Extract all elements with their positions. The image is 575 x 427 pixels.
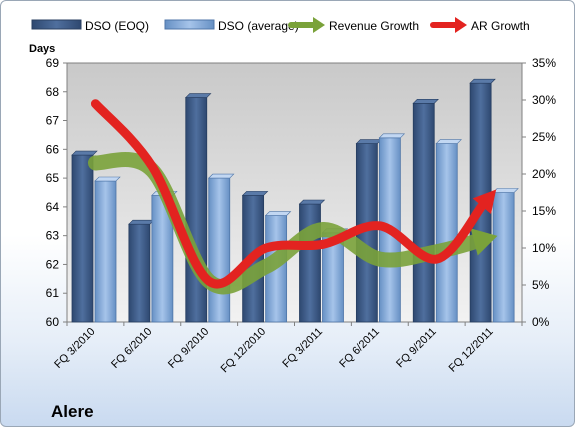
x-tick-label: FQ 6/2011 (337, 326, 382, 371)
bar-dso-eoq (128, 223, 151, 323)
x-axis-ticks: FQ 3/2010 FQ 6/2010 FQ 9/2010 FQ 12/2010 FQ … (52, 322, 523, 376)
left-tick-label: 64 (46, 200, 60, 214)
right-tick-label: 20% (532, 167, 556, 181)
x-tick-label: FQ 6/2010 (109, 326, 154, 371)
left-tick-label: 62 (46, 257, 60, 271)
right-tick-label: 35% (532, 56, 556, 70)
left-tick-label: 67 (46, 114, 60, 128)
bar-top-dso-average (435, 139, 462, 144)
growth-lines (87, 99, 498, 295)
legend-label-dso-average: DSO (average) (218, 19, 299, 33)
left-axis-ticks: 60 61 62 63 64 65 66 67 68 69 (46, 56, 67, 329)
line-ar-growth (90, 99, 487, 289)
left-tick-label: 65 (46, 171, 60, 185)
right-tick-label: 30% (532, 93, 556, 107)
left-axis-title: Days (29, 43, 55, 55)
bar-top-dso-eoq (128, 219, 155, 225)
bar-dso-average (208, 177, 231, 323)
bar-top-dso-eoq (185, 93, 212, 98)
bar-dso-eoq (299, 203, 321, 323)
arrowhead-ar-growth (472, 189, 497, 214)
right-tick-label: 15% (532, 204, 556, 218)
bar-dso-eoq (412, 102, 435, 323)
legend-arrow-ar-growth (430, 17, 467, 33)
x-tick-label: FQ 12/2011 (447, 326, 496, 375)
bar-dso-average (492, 192, 515, 323)
left-tick-label: 63 (46, 229, 60, 243)
bar-top-dso-eoq (469, 78, 496, 84)
x-tick-label: FQ 9/2010 (166, 326, 211, 371)
right-tick-label: 0% (532, 315, 550, 329)
x-tick-label: FQ 3/2010 (52, 326, 97, 371)
left-tick-label: 66 (46, 142, 60, 156)
bar-dso-average (435, 143, 458, 323)
legend-swatch-dso-eoq (31, 19, 82, 30)
right-axis-ticks: 0% 5% 10% 15% 20% 25% 30% 35% (522, 56, 556, 329)
bar-top-dso-eoq (71, 150, 98, 156)
legend-label-revenue-growth: Revenue Growth (329, 19, 419, 33)
bar-top-dso-eoq (412, 98, 439, 104)
bar-top-dso-eoq (355, 139, 383, 144)
right-tick-label: 25% (532, 130, 556, 144)
bar-dso-eoq (185, 97, 208, 323)
company-name: Alere (51, 402, 94, 421)
right-tick-label: 10% (532, 241, 556, 255)
legend: DSO (EOQ) DSO (average) Revenue Growth A… (31, 17, 530, 33)
legend-label-ar-growth: AR Growth (471, 19, 530, 33)
x-tick-label: FQ 9/2011 (394, 326, 439, 371)
bar-top-dso-average (94, 176, 121, 182)
arrowhead-revenue-growth (470, 228, 498, 256)
left-tick-label: 69 (46, 56, 60, 70)
legend-swatch-dso-average (164, 19, 215, 30)
bar-top-dso-eoq (298, 199, 326, 205)
bar-top-dso-eoq (241, 191, 269, 196)
right-tick-label: 5% (532, 278, 550, 292)
legend-label-dso-eoq: DSO (EOQ) (85, 19, 149, 33)
x-tick-label: FQ 12/2010 (219, 326, 269, 376)
left-tick-label: 68 (46, 85, 60, 99)
bar-top-dso-average (208, 173, 235, 179)
bar-dso-average (94, 180, 117, 323)
bar-top-dso-average (264, 211, 292, 216)
bar-top-dso-average (492, 188, 519, 193)
legend-arrow-revenue-growth (288, 17, 325, 33)
bar-dso-eoq (71, 154, 94, 323)
bar-top-dso-average (378, 133, 406, 139)
left-tick-label: 60 (46, 315, 60, 329)
left-tick-label: 61 (46, 286, 60, 300)
x-tick-label: FQ 3/2011 (280, 326, 325, 371)
